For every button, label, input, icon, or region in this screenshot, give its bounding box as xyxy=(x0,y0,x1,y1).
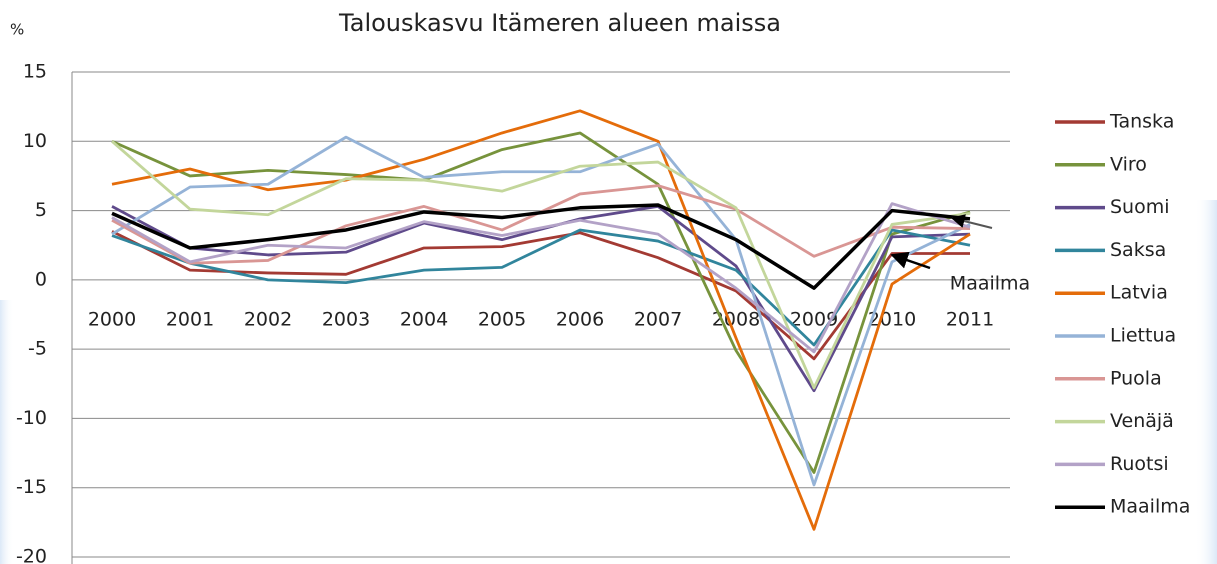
x-tick-label: 2002 xyxy=(244,308,292,330)
legend-label: Puola xyxy=(1110,367,1162,389)
background-edge xyxy=(0,300,14,564)
y-tick-label: -15 xyxy=(16,476,47,498)
y-tick-label: -10 xyxy=(16,407,47,429)
legend-label: Maailma xyxy=(1110,496,1190,518)
legend-label: Venäjä xyxy=(1110,410,1174,432)
y-tick-label: -5 xyxy=(28,338,47,360)
x-tick-label: 2000 xyxy=(88,308,136,330)
y-tick-label: -20 xyxy=(16,546,47,564)
y-tick-label: 5 xyxy=(35,199,47,221)
background-edge xyxy=(1195,200,1217,564)
chart-title: Talouskasvu Itämeren alueen maissa xyxy=(338,9,781,37)
series-line xyxy=(111,202,971,354)
legend-label: Liettua xyxy=(1110,325,1176,347)
series-line xyxy=(111,203,971,290)
series-line xyxy=(111,230,970,361)
legend-label: Latvia xyxy=(1110,282,1168,304)
y-tick-label: 0 xyxy=(35,268,47,290)
x-tick-label: 2006 xyxy=(556,308,604,330)
x-tick-label: 2007 xyxy=(634,308,682,330)
y-axis-label: % xyxy=(10,21,24,39)
series-line xyxy=(111,109,971,531)
series-line xyxy=(111,131,971,474)
x-tick-label: 2003 xyxy=(322,308,370,330)
legend-label: Saksa xyxy=(1110,239,1166,261)
x-tick-label: 2005 xyxy=(478,308,526,330)
annotation-arrow xyxy=(890,251,931,270)
series-line xyxy=(111,140,971,390)
annotation: Maailma xyxy=(950,273,1030,295)
legend-label: Ruotsi xyxy=(1110,453,1169,475)
legend-label: Tanska xyxy=(1109,111,1174,133)
x-tick-label: 2011 xyxy=(946,308,994,330)
legend-label: Suomi xyxy=(1110,196,1170,218)
legend-label: Viro xyxy=(1110,153,1147,175)
x-tick-label: 2004 xyxy=(400,308,448,330)
annotation-arrow xyxy=(950,214,993,229)
y-tick-label: 10 xyxy=(23,130,47,152)
x-tick-label: 2001 xyxy=(166,308,214,330)
y-tick-label: 15 xyxy=(23,61,47,83)
series-line xyxy=(111,135,971,487)
plot: -20 -15 -10 -5 0 5 10 15 2000 2001 2002 2003 2004 200… xyxy=(16,61,1010,564)
